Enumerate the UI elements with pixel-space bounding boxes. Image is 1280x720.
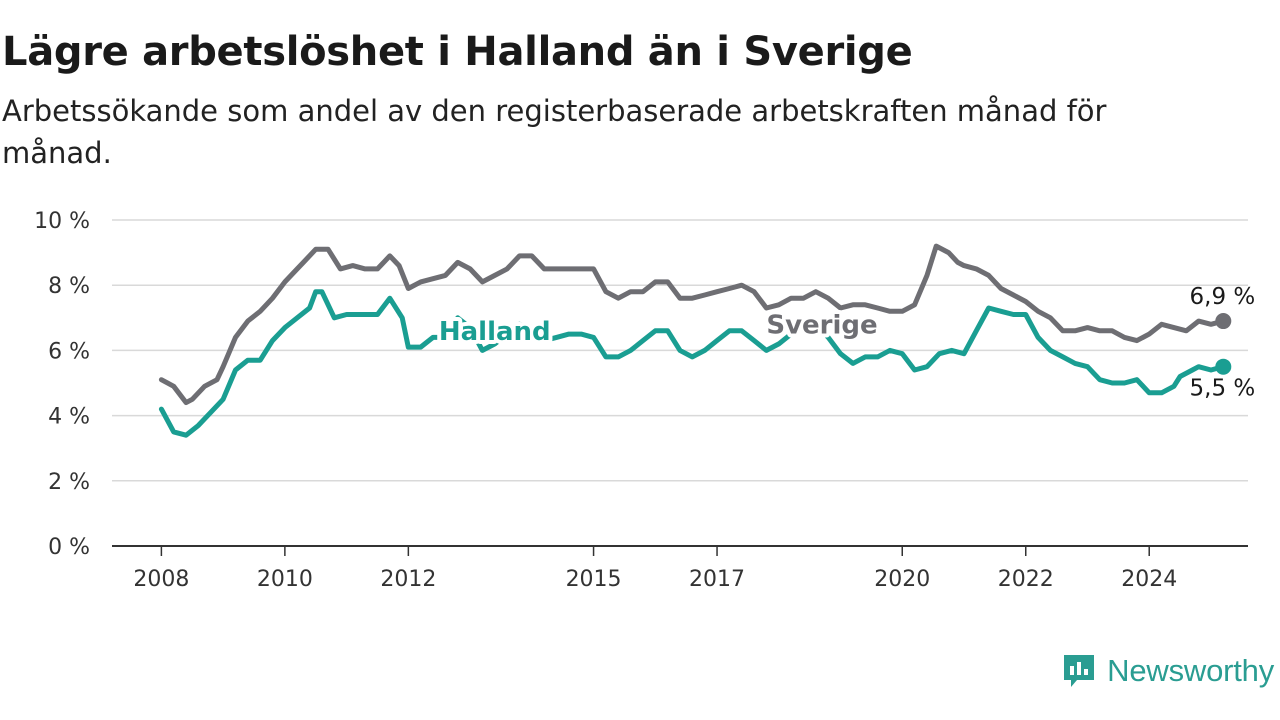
- gridlines: [112, 219, 1248, 482]
- y-axis-tick-labels: 0 % 2 % 4 % 6 % 8 % 10 %: [34, 209, 90, 560]
- series-label-sverige: Sverige: [766, 310, 877, 340]
- y-tick-label: 4 %: [48, 405, 90, 430]
- x-tick-label: 2020: [874, 567, 930, 592]
- y-tick-label: 6 %: [48, 339, 90, 364]
- x-tick-label: 2017: [689, 567, 745, 592]
- x-tick-label: 2008: [133, 567, 189, 592]
- end-value-label-halland: 5,5 %: [1190, 376, 1256, 402]
- x-tick-label: 2012: [380, 567, 436, 592]
- series-line-halland: [158, 289, 1226, 438]
- newsworthy-logo: Newsworthy: [1061, 652, 1274, 690]
- x-tick-label: 2022: [998, 567, 1054, 592]
- logo-text: Newsworthy: [1107, 653, 1274, 688]
- series-label-halland: Halland: [439, 317, 551, 347]
- x-axis-ticks: 2008 2010 2012 2015 2017 2020 2022 2024: [133, 546, 1177, 592]
- newsworthy-logo-icon: [1064, 655, 1095, 687]
- chart-title: Lägre arbetslöshet i Halland än i Sverig…: [2, 29, 913, 75]
- y-tick-label: 2 %: [48, 470, 90, 495]
- series-endpoint-halland: [1215, 358, 1232, 375]
- y-tick-label: 8 %: [48, 274, 90, 299]
- series-line-sverige: [158, 243, 1226, 406]
- x-tick-label: 2010: [257, 567, 313, 592]
- y-tick-label: 10 %: [34, 209, 90, 234]
- series-endpoint-sverige: [1215, 313, 1232, 330]
- chart-subtitle: Arbetssökande som andel av den registerb…: [2, 94, 1107, 170]
- end-value-label-sverige: 6,9 %: [1190, 284, 1256, 310]
- x-tick-label: 2015: [566, 567, 622, 592]
- y-tick-label: 0 %: [48, 535, 90, 560]
- series-lines: [158, 243, 1232, 438]
- series-labels: 6,9 % 5,5 % Halland Sverige: [435, 284, 1256, 402]
- x-tick-label: 2024: [1121, 567, 1177, 592]
